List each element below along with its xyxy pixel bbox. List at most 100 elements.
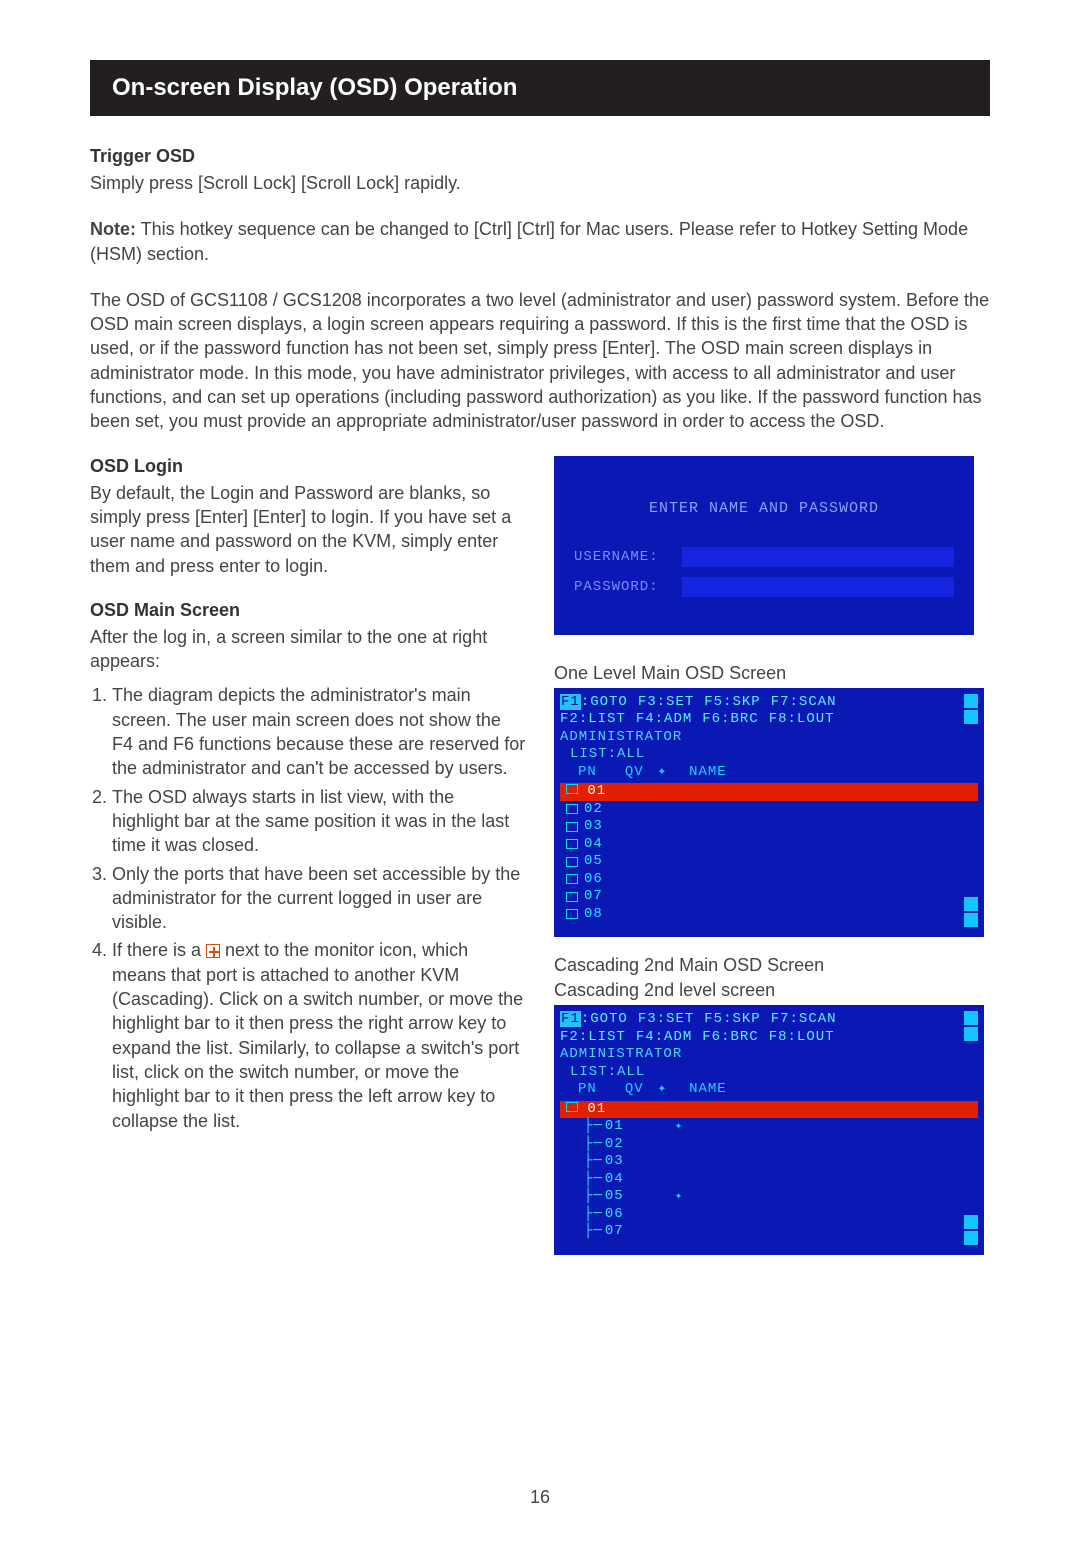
note-paragraph: Note: This hotkey sequence can be change… bbox=[90, 217, 990, 266]
osd-cascade-screen: F1:GOTO F3:SET F5:SKP F7:SCAN F2:LIST F4… bbox=[554, 1005, 984, 1255]
note-text: This hotkey sequence can be changed to [… bbox=[90, 219, 968, 263]
col-star: ✦ bbox=[658, 764, 667, 782]
osd-main-intro: After the log in, a screen similar to th… bbox=[90, 625, 526, 674]
fkey-label: SCAN bbox=[799, 1011, 837, 1027]
password-field[interactable] bbox=[682, 577, 954, 597]
port-row[interactable]: 08 bbox=[560, 906, 978, 924]
port-number: 01 bbox=[605, 1118, 633, 1136]
corner-icons bbox=[964, 694, 978, 724]
sun-icon: ✦ bbox=[675, 1189, 683, 1204]
fkey[interactable]: F8 bbox=[769, 711, 788, 727]
fkey-row-1: F1:GOTO F3:SET F5:SKP F7:SCAN bbox=[560, 694, 978, 712]
osd-main-screen: F1:GOTO F3:SET F5:SKP F7:SCAN F2:LIST F4… bbox=[554, 688, 984, 938]
fkey[interactable]: F4 bbox=[636, 1029, 655, 1045]
col-pn: PN bbox=[578, 1081, 597, 1099]
fkey[interactable]: F2 bbox=[560, 711, 579, 727]
trigger-text: Simply press [Scroll Lock] [Scroll Lock]… bbox=[90, 171, 990, 195]
port-number: 06 bbox=[605, 1206, 633, 1224]
port-row[interactable]: 04 bbox=[560, 836, 978, 854]
fkey-label: LIST bbox=[588, 711, 626, 727]
note-label: Note: bbox=[90, 219, 136, 239]
list-label: LIST:ALL bbox=[560, 1064, 978, 1082]
subport-row[interactable]: ├─02 bbox=[560, 1136, 978, 1154]
column-headers: PN QV ✦ NAME bbox=[560, 764, 978, 782]
fkey[interactable]: F5 bbox=[704, 694, 723, 710]
osd-cascade-caption-2: Cascading 2nd level screen bbox=[554, 980, 990, 1001]
tree-branch-icon: ├─ bbox=[584, 1223, 603, 1241]
port-row[interactable]: 03 bbox=[560, 818, 978, 836]
port-row[interactable]: 05 bbox=[560, 853, 978, 871]
fkey[interactable]: F1 bbox=[560, 1011, 581, 1027]
fkey[interactable]: F8 bbox=[769, 1029, 788, 1045]
fkey-label: LIST bbox=[588, 1029, 626, 1045]
fkey-label: SKP bbox=[732, 694, 760, 710]
column-headers: PN QV ✦ NAME bbox=[560, 1081, 978, 1099]
tree-branch-icon: ├─ bbox=[584, 1136, 603, 1154]
monitor-icon bbox=[566, 857, 578, 867]
osd-main-heading: OSD Main Screen bbox=[90, 600, 526, 621]
osd-cascade-caption-1: Cascading 2nd Main OSD Screen bbox=[554, 955, 990, 976]
highlighted-port-row[interactable]: 01 bbox=[560, 783, 978, 801]
osd-main-caption: One Level Main OSD Screen bbox=[554, 663, 990, 684]
subport-row[interactable]: ├─03 bbox=[560, 1153, 978, 1171]
tree-branch-icon: ├─ bbox=[584, 1153, 603, 1171]
port-row[interactable]: 06 bbox=[560, 871, 978, 889]
list-item: The diagram depicts the administrator's … bbox=[112, 683, 526, 780]
fkey[interactable]: F7 bbox=[771, 694, 790, 710]
port-row[interactable]: 02 bbox=[560, 801, 978, 819]
corner-icons-bottom bbox=[964, 897, 978, 927]
fkey-label: ADM bbox=[664, 1029, 692, 1045]
subport-row[interactable]: ├─05✦ bbox=[560, 1188, 978, 1206]
col-qv: QV bbox=[625, 764, 644, 782]
page-number: 16 bbox=[0, 1487, 1080, 1508]
fkey[interactable]: F3 bbox=[638, 1011, 657, 1027]
username-field[interactable] bbox=[682, 547, 954, 567]
col-star: ✦ bbox=[658, 1081, 667, 1099]
fkey[interactable]: F5 bbox=[704, 1011, 723, 1027]
plus-icon bbox=[206, 944, 220, 958]
fkey-label: GOTO bbox=[590, 1011, 628, 1027]
col-pn: PN bbox=[578, 764, 597, 782]
corner-icons bbox=[964, 1011, 978, 1041]
fkey[interactable]: F6 bbox=[702, 1029, 721, 1045]
subport-row[interactable]: ├─06 bbox=[560, 1206, 978, 1224]
section-header: On-screen Display (OSD) Operation bbox=[90, 60, 990, 116]
port-number: 03 bbox=[584, 818, 612, 836]
port-number: 07 bbox=[584, 888, 612, 906]
fkey-row-2: F2:LIST F4:ADM F6:BRC F8:LOUT bbox=[560, 1029, 978, 1047]
port-number: 04 bbox=[584, 836, 612, 854]
fkey[interactable]: F4 bbox=[636, 711, 655, 727]
administrator-label: ADMINISTRATOR bbox=[560, 729, 978, 747]
fkey[interactable]: F3 bbox=[638, 694, 657, 710]
fkey[interactable]: F7 bbox=[771, 1011, 790, 1027]
fkey-label: SET bbox=[666, 694, 694, 710]
port-number: 02 bbox=[605, 1136, 633, 1154]
osd-login-text: By default, the Login and Password are b… bbox=[90, 481, 526, 578]
fkey-label: BRC bbox=[730, 1029, 758, 1045]
fkey[interactable]: F2 bbox=[560, 1029, 579, 1045]
fkey-label: ADM bbox=[664, 711, 692, 727]
osd-login-title: ENTER NAME AND PASSWORD bbox=[574, 500, 954, 517]
subport-row[interactable]: ├─07 bbox=[560, 1223, 978, 1241]
fkey-label: SKP bbox=[732, 1011, 760, 1027]
port-number: 01 bbox=[587, 1101, 606, 1117]
sun-icon: ✦ bbox=[675, 1119, 683, 1134]
highlighted-port-row[interactable]: 01 bbox=[560, 1101, 978, 1119]
port-number: 05 bbox=[584, 853, 612, 871]
list-item: Only the ports that have been set access… bbox=[112, 862, 526, 935]
col-qv: QV bbox=[625, 1081, 644, 1099]
corner-icons-bottom bbox=[964, 1215, 978, 1245]
port-number: 01 bbox=[587, 783, 606, 799]
administrator-label: ADMINISTRATOR bbox=[560, 1046, 978, 1064]
osd-login-screen: ENTER NAME AND PASSWORD USERNAME: PASSWO… bbox=[554, 456, 974, 635]
fkey[interactable]: F6 bbox=[702, 711, 721, 727]
subport-row[interactable]: ├─04 bbox=[560, 1171, 978, 1189]
fkey[interactable]: F1 bbox=[560, 694, 581, 710]
fkey-label: SCAN bbox=[799, 694, 837, 710]
monitor-icon bbox=[566, 909, 578, 919]
subport-row[interactable]: ├─01✦ bbox=[560, 1118, 978, 1136]
tree-branch-icon: ├─ bbox=[584, 1171, 603, 1189]
port-row[interactable]: 07 bbox=[560, 888, 978, 906]
fkey-label: BRC bbox=[730, 711, 758, 727]
port-number: 08 bbox=[584, 906, 612, 924]
